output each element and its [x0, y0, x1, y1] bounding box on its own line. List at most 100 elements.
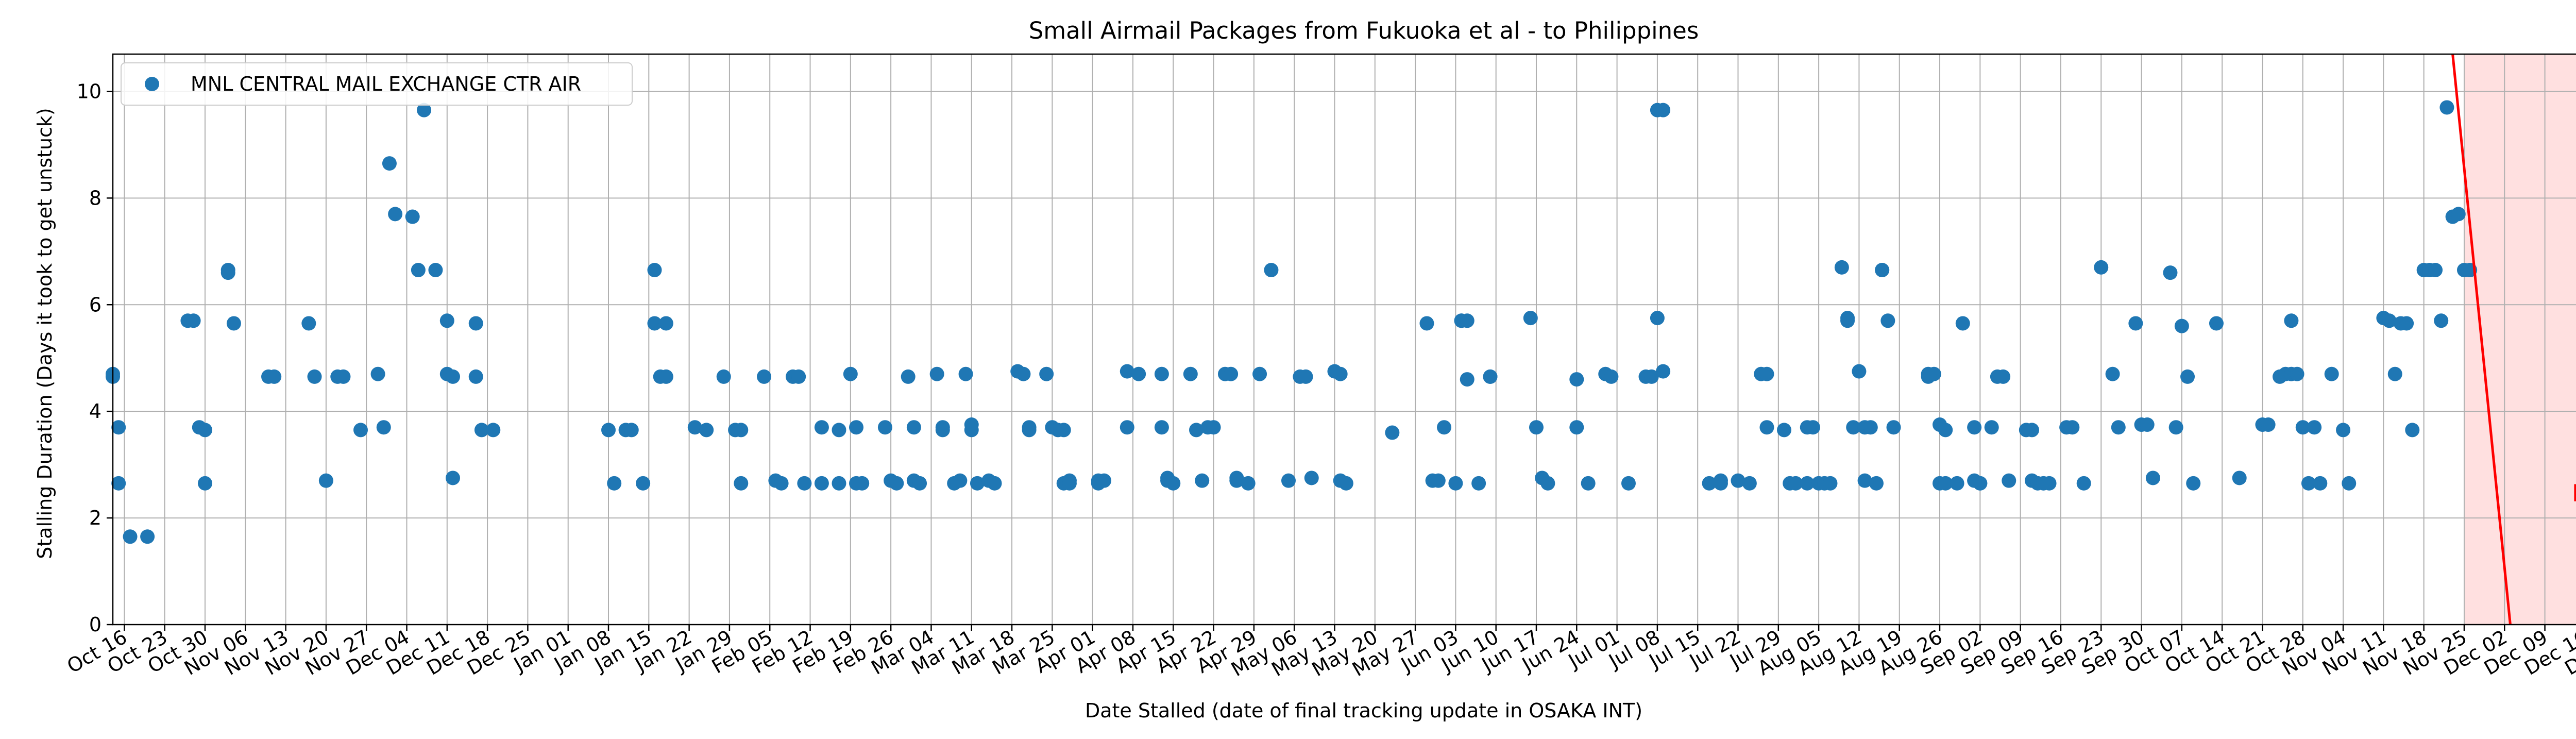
data-point	[1731, 473, 1745, 488]
data-point	[849, 420, 864, 435]
data-point	[428, 263, 443, 278]
data-point	[2342, 476, 2357, 491]
data-point	[607, 476, 622, 491]
data-point	[1880, 313, 1895, 328]
data-point	[1448, 476, 1463, 491]
data-point	[468, 316, 483, 331]
data-point	[2065, 420, 2080, 435]
data-point	[2180, 369, 2195, 384]
data-point	[1252, 366, 1267, 381]
data-point	[1621, 476, 1636, 491]
data-point	[1183, 366, 1198, 381]
data-point	[1581, 476, 1596, 491]
data-point	[1869, 476, 1884, 491]
data-point	[2387, 366, 2402, 381]
data-point	[226, 316, 241, 331]
data-point	[2140, 417, 2155, 432]
legend-frame	[121, 62, 633, 106]
data-point	[1224, 366, 1239, 381]
data-point	[832, 423, 846, 438]
data-point	[445, 369, 460, 384]
data-point	[1333, 366, 1348, 381]
y-axis-label: Stalling Duration (Days it took to get u…	[33, 108, 56, 559]
data-point	[929, 366, 944, 381]
data-point	[2313, 476, 2328, 491]
data-point	[1973, 476, 1988, 491]
data-point	[1281, 473, 1296, 488]
data-point	[2301, 476, 2316, 491]
data-point	[1777, 423, 1791, 438]
data-point	[2186, 476, 2201, 491]
data-point	[1996, 369, 2011, 384]
data-point	[658, 369, 673, 384]
data-point	[417, 103, 432, 117]
data-point	[2076, 476, 2091, 491]
data-point	[1984, 420, 1999, 435]
data-point	[221, 265, 235, 280]
data-point	[1846, 420, 1861, 435]
data-point	[1569, 420, 1584, 435]
data-point	[1875, 263, 1890, 278]
data-point	[307, 369, 322, 384]
data-point	[1229, 473, 1244, 488]
data-point	[1298, 369, 1313, 384]
data-point	[382, 156, 397, 171]
data-point	[1154, 420, 1169, 435]
data-point	[2295, 420, 2310, 435]
data-point	[1304, 471, 1319, 485]
data-point	[832, 476, 846, 491]
data-point	[197, 423, 212, 438]
data-point	[1195, 473, 1210, 488]
data-point	[2336, 423, 2351, 438]
data-point	[1338, 476, 1353, 491]
data-point	[1460, 372, 1475, 387]
data-point	[1131, 366, 1146, 381]
data-point	[1702, 476, 1717, 491]
data-point	[336, 369, 351, 384]
data-point	[636, 476, 651, 491]
data-point	[757, 369, 772, 384]
data-point	[411, 263, 426, 278]
present-annotation-label: Present	[2572, 480, 2576, 507]
data-point	[468, 369, 483, 384]
data-point	[1840, 313, 1855, 328]
data-point	[658, 316, 673, 331]
data-point	[1154, 366, 1169, 381]
data-point	[2290, 366, 2304, 381]
data-point	[814, 476, 829, 491]
data-point	[2111, 420, 2126, 435]
present-line	[2451, 54, 2512, 625]
data-point	[601, 423, 616, 438]
data-point	[2002, 473, 2016, 488]
data-point	[1471, 476, 1486, 491]
data-point	[2261, 417, 2276, 432]
data-point	[1039, 366, 1054, 381]
data-point	[624, 423, 639, 438]
data-point	[405, 209, 420, 224]
present-shaded-region	[2464, 54, 2576, 625]
data-point	[843, 366, 858, 381]
data-point	[2439, 100, 2454, 115]
y-tick-label: 8	[89, 187, 101, 209]
data-point	[1264, 263, 1279, 278]
data-point	[1419, 316, 1434, 331]
data-point	[1189, 423, 1204, 438]
data-point	[267, 369, 282, 384]
data-point	[1016, 366, 1031, 381]
data-point	[1863, 420, 1878, 435]
data-point	[797, 476, 812, 491]
data-point	[912, 476, 927, 491]
data-point	[855, 476, 870, 491]
data-point	[987, 476, 1002, 491]
data-point	[2094, 260, 2109, 275]
data-point	[1483, 369, 1498, 384]
y-tick-label: 6	[89, 293, 101, 316]
data-point	[1886, 420, 1901, 435]
data-point	[687, 420, 702, 435]
data-point	[2399, 316, 2414, 331]
y-tick-label: 0	[89, 613, 101, 636]
legend-marker	[145, 77, 159, 91]
